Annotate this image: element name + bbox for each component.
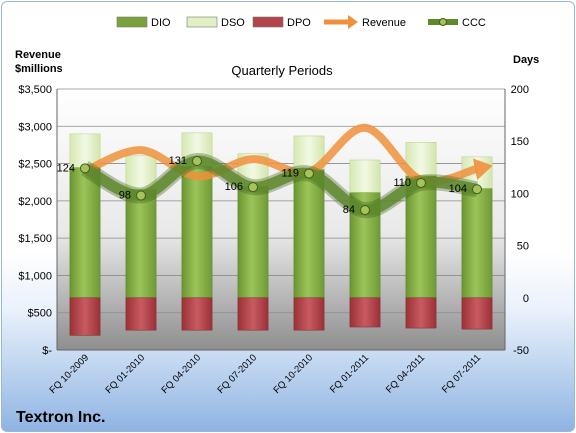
left-tick-label: $500 — [28, 308, 52, 320]
legend-label: Revenue — [362, 17, 406, 29]
legend-label: DIO — [151, 17, 171, 29]
ccc-data-label: 98 — [119, 189, 131, 201]
ccc-series: 124 98 131 106 119 84 110 104 — [57, 153, 482, 219]
x-tick-label: FQ 01-2011 — [328, 352, 371, 395]
dio-bar — [461, 187, 493, 299]
left-tick-label: $2,000 — [18, 196, 52, 208]
dpo-bar — [181, 297, 213, 331]
dso-bar — [125, 155, 157, 190]
legend-swatch-marker — [439, 18, 447, 26]
ccc-data-label: 106 — [225, 181, 243, 193]
ccc-data-label: 124 — [57, 162, 75, 174]
ccc-marker — [136, 190, 146, 201]
legend-label: CCC — [462, 17, 486, 29]
right-tick-label: 200 — [511, 84, 529, 96]
x-tick-label: FQ 07-2010 — [215, 352, 259, 396]
dpo-bar — [237, 297, 269, 331]
right-axis-title: Days — [513, 54, 539, 66]
ccc-data-label: 119 — [281, 168, 299, 180]
ccc-marker — [304, 168, 314, 179]
right-tick-label: 0 — [523, 293, 529, 305]
dio-bar — [181, 166, 213, 299]
dpo-bar — [293, 297, 325, 331]
left-tick-label: $1,500 — [18, 233, 52, 245]
x-tick-label: FQ 10-2010 — [271, 352, 315, 396]
ccc-marker — [360, 205, 370, 216]
x-tick-label: FQ 10-2009 — [47, 352, 91, 396]
right-tick-label: 50 — [517, 241, 529, 253]
ccc-data-label: 104 — [449, 183, 467, 195]
plot-area — [57, 89, 505, 350]
ccc-marker — [192, 156, 202, 167]
dso-bar — [69, 133, 101, 168]
left-tick-label: $3,500 — [18, 84, 52, 96]
chart-title: Quarterly Periods — [231, 63, 333, 78]
dpo-bar — [405, 297, 437, 329]
legend-swatch — [186, 16, 218, 28]
ccc-marker — [248, 182, 258, 193]
right-tick-label: 150 — [511, 136, 529, 148]
dio-bar — [125, 188, 157, 299]
left-tick-label: $2,500 — [18, 159, 52, 171]
ccc-marker — [416, 177, 426, 188]
left-axis-title-line2: $millions — [15, 63, 63, 75]
legend-label: DPO — [287, 17, 311, 29]
right-tick-label: -50 — [513, 345, 529, 357]
left-axis-title-line1: Revenue — [15, 49, 61, 61]
ccc-marker — [80, 163, 90, 174]
legend-swatch-arrowhead — [348, 15, 358, 29]
left-tick-label: $3,000 — [18, 121, 52, 133]
dpo-bar — [349, 297, 381, 328]
dso-bar — [349, 159, 381, 193]
right-tick-label: 100 — [511, 188, 529, 200]
x-tick-label: FQ 04-2011 — [384, 352, 427, 395]
bars — [69, 132, 493, 336]
left-tick-label: $- — [42, 345, 52, 357]
dio-bar — [69, 167, 101, 299]
dio-bar — [293, 169, 325, 299]
dpo-bar — [125, 297, 157, 331]
x-tick-label: FQ 04-2010 — [159, 352, 203, 396]
ccc-data-label: 84 — [343, 204, 355, 216]
ccc-data-label: 110 — [393, 177, 411, 189]
dio-bar — [237, 185, 269, 299]
x-tick-label: FQ 01-2010 — [103, 352, 147, 396]
legend: DIO DSO DPO Revenue CCC — [116, 15, 486, 29]
legend-label: DSO — [221, 17, 245, 29]
dpo-bar — [69, 297, 101, 336]
revenue-arrowhead — [472, 158, 493, 180]
left-tick-label: $1,000 — [18, 270, 52, 282]
legend-swatch — [116, 16, 148, 28]
company-name: Textron Inc. — [16, 409, 106, 426]
x-tick-label: FQ 07-2011 — [440, 352, 483, 395]
ccc-marker — [472, 184, 482, 195]
legend-swatch — [252, 16, 284, 28]
dpo-bar — [461, 297, 493, 330]
ccc-data-label: 131 — [169, 155, 187, 167]
